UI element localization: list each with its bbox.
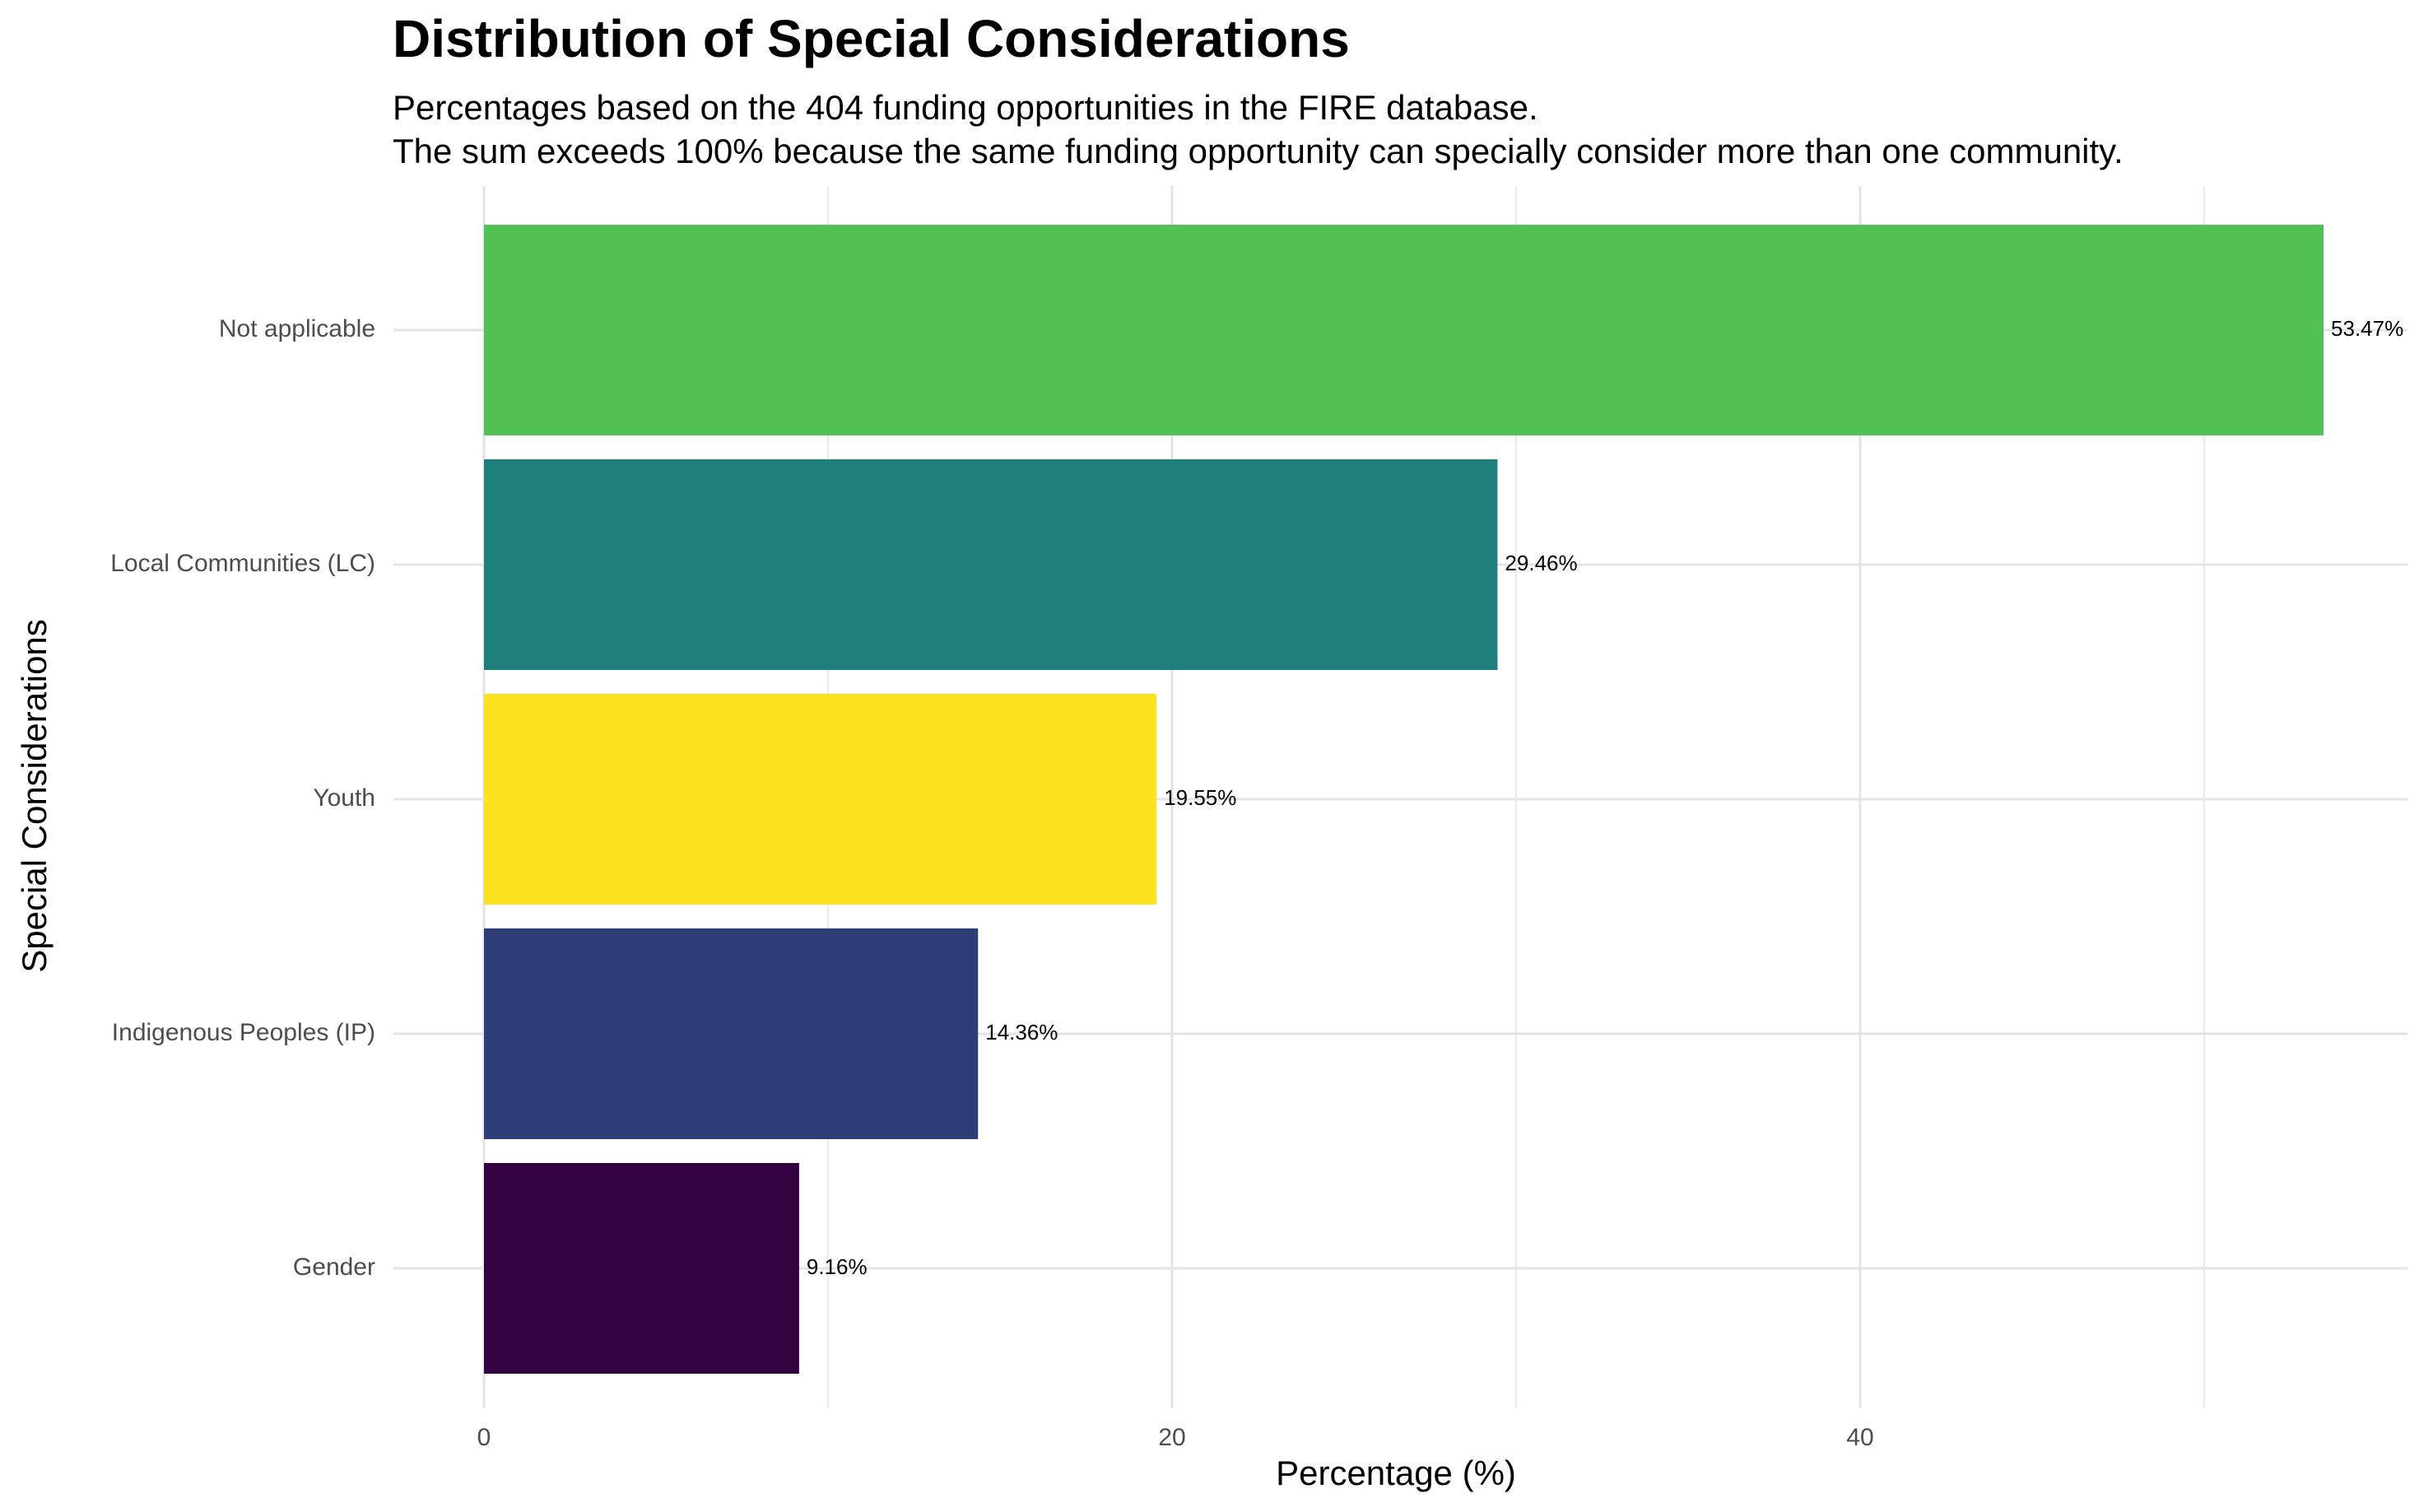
data-label: 53.47% (2331, 316, 2403, 341)
x-axis-ticks: 0 20 40 (477, 1424, 1874, 1451)
y-axis-title: Special Considerations (15, 619, 53, 973)
chart-subtitle-line-1: Percentages based on the 404 funding opp… (393, 88, 1538, 127)
y-tick-label: Youth (313, 784, 375, 812)
y-axis-ticks: Not applicable Local Communities (LC) Yout… (110, 315, 375, 1281)
chart-title: Distribution of Special Considerations (393, 9, 1350, 68)
y-tick-label: Gender (293, 1254, 375, 1281)
y-tick-label: Local Communities (LC) (110, 550, 375, 577)
bar (484, 1163, 799, 1374)
data-labels: 53.47% 29.46% 19.55% 14.36% 9.16% (807, 316, 2403, 1279)
chart-subtitle-line-2: The sum exceeds 100% because the same fu… (393, 132, 2124, 170)
x-tick-label: 0 (477, 1424, 491, 1451)
bar (484, 459, 1498, 670)
y-tick-label: Not applicable (219, 315, 375, 342)
bar (484, 225, 2324, 435)
x-axis-title: Percentage (%) (1276, 1454, 1516, 1492)
x-tick-label: 40 (1846, 1424, 1873, 1451)
data-label: 9.16% (807, 1254, 868, 1279)
bar (484, 694, 1157, 905)
y-tick-label: Indigenous Peoples (IP) (112, 1019, 375, 1046)
data-label: 29.46% (1505, 551, 1577, 575)
data-label: 14.36% (985, 1020, 1058, 1044)
bar (484, 928, 979, 1139)
x-tick-label: 20 (1158, 1424, 1185, 1451)
data-label: 19.55% (1164, 785, 1236, 810)
bars (484, 225, 2324, 1374)
